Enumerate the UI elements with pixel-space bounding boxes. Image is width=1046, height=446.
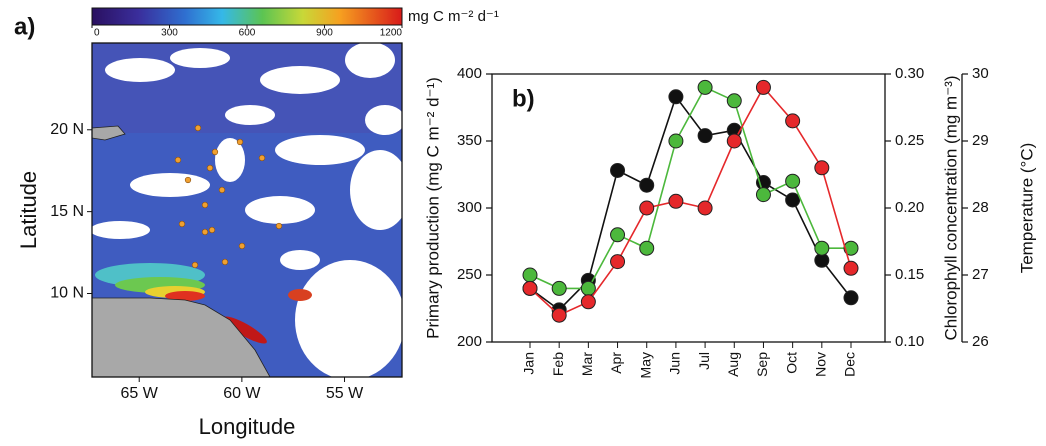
marker [843, 290, 859, 306]
marker [668, 133, 684, 149]
marker [814, 160, 830, 176]
marker [755, 79, 771, 95]
axis-label: Primary production (mg C m⁻² d⁻¹) [423, 77, 442, 339]
y-tick-label: 0.15 [895, 266, 924, 283]
y-tick-label: 30 [972, 65, 989, 82]
x-tick-label: May [637, 352, 653, 378]
y-tick-label: 28 [972, 199, 989, 216]
y-tick-label: 300 [457, 199, 482, 216]
colorbar-tick-label: 600 [239, 28, 256, 39]
marker [785, 173, 801, 189]
x-tick-label: Mar [579, 352, 595, 376]
x-tick-label: Dec [842, 352, 858, 377]
y-tick-label: 10 N [50, 285, 84, 302]
marker [755, 187, 771, 203]
marker [580, 280, 596, 296]
marker [610, 254, 626, 270]
x-tick-label: Sep [754, 352, 770, 377]
marker [668, 193, 684, 209]
y-tick-label: 0.10 [895, 333, 924, 350]
x-tick-label: 65 W [121, 385, 159, 402]
marker [814, 240, 830, 256]
y-tick-label: 20 N [50, 121, 84, 138]
y-tick-label: 15 N [50, 203, 84, 220]
marker [639, 240, 655, 256]
axis-label: Chlorophyll concentration (mg m⁻³) [941, 75, 960, 340]
y-tick-label: 200 [457, 333, 482, 350]
x-axis-label: Longitude [199, 414, 296, 439]
marker [697, 200, 713, 216]
colorbar-label: mg C m⁻² d⁻¹ [408, 8, 499, 25]
x-tick-label: Aug [725, 352, 741, 377]
series-line [529, 86, 852, 317]
x-tick-label: 60 W [223, 385, 261, 402]
x-tick-label: Jul [696, 352, 712, 370]
marker [843, 260, 859, 276]
colorbar-tick-label: 900 [316, 28, 333, 39]
y-tick-label: 29 [972, 132, 989, 149]
panel-label: a) [14, 13, 35, 40]
marker [843, 240, 859, 256]
series-line [529, 86, 851, 290]
y-tick-label: 0.20 [895, 199, 924, 216]
marker [697, 79, 713, 95]
y-tick-label: 400 [457, 65, 482, 82]
y-axis-label: Latitude [16, 171, 41, 249]
map-frame [91, 42, 403, 378]
marker [785, 192, 801, 208]
marker [610, 227, 626, 243]
marker [726, 93, 742, 109]
colorbar-tick-label: 1200 [380, 28, 403, 39]
colorbar-tick-label: 0 [94, 28, 100, 39]
marker [551, 307, 567, 323]
y-tick-label: 26 [972, 333, 989, 350]
y-tick-label: 27 [972, 266, 989, 283]
marker [639, 200, 655, 216]
marker [551, 280, 567, 296]
y-tick-label: 350 [457, 132, 482, 149]
colorbar-tick-label: 300 [161, 28, 178, 39]
x-tick-label: Feb [550, 352, 566, 376]
marker [639, 177, 655, 193]
panel-label: b) [512, 85, 535, 112]
marker [668, 89, 684, 105]
y-tick-label: 0.30 [895, 65, 924, 82]
x-tick-label: Oct [783, 352, 799, 374]
marker [580, 294, 596, 310]
map-image [92, 43, 402, 377]
x-tick-label: 55 W [326, 385, 364, 402]
x-tick-label: Jan [521, 352, 537, 375]
marker [697, 128, 713, 144]
x-tick-label: Nov [813, 352, 829, 377]
marker [785, 113, 801, 129]
y-tick-label: 250 [457, 266, 482, 283]
x-tick-label: Apr [608, 352, 624, 374]
marker [522, 267, 538, 283]
x-tick-label: Jun [667, 352, 683, 375]
axis-label: Temperature (°C) [1017, 143, 1036, 274]
colorbar [91, 7, 403, 26]
y-tick-label: 0.25 [895, 132, 924, 149]
marker [726, 133, 742, 149]
marker [610, 162, 626, 178]
marker [522, 280, 538, 296]
